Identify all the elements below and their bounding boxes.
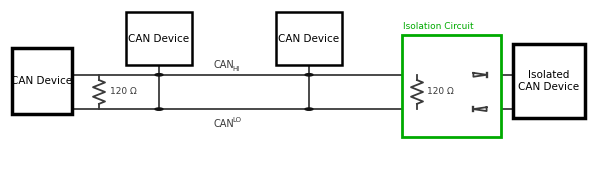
Circle shape — [305, 108, 313, 110]
Circle shape — [155, 108, 163, 110]
Text: HI: HI — [232, 66, 239, 72]
Text: Isolation Circuit: Isolation Circuit — [403, 22, 474, 31]
Text: CAN Device: CAN Device — [278, 34, 340, 44]
Bar — [276, 12, 342, 65]
Text: 120 Ω: 120 Ω — [110, 87, 137, 96]
Bar — [12, 48, 72, 114]
Bar — [513, 44, 585, 118]
Bar — [126, 12, 192, 65]
Circle shape — [155, 74, 163, 76]
Text: CAN: CAN — [213, 119, 234, 129]
Circle shape — [305, 74, 313, 76]
Text: 120 Ω: 120 Ω — [427, 87, 454, 96]
Text: LO: LO — [232, 117, 241, 123]
Text: CAN Device: CAN Device — [11, 76, 73, 86]
Text: CAN Device: CAN Device — [128, 34, 190, 44]
Bar — [402, 35, 501, 137]
Text: CAN: CAN — [213, 60, 234, 70]
Text: Isolated
CAN Device: Isolated CAN Device — [518, 70, 580, 92]
